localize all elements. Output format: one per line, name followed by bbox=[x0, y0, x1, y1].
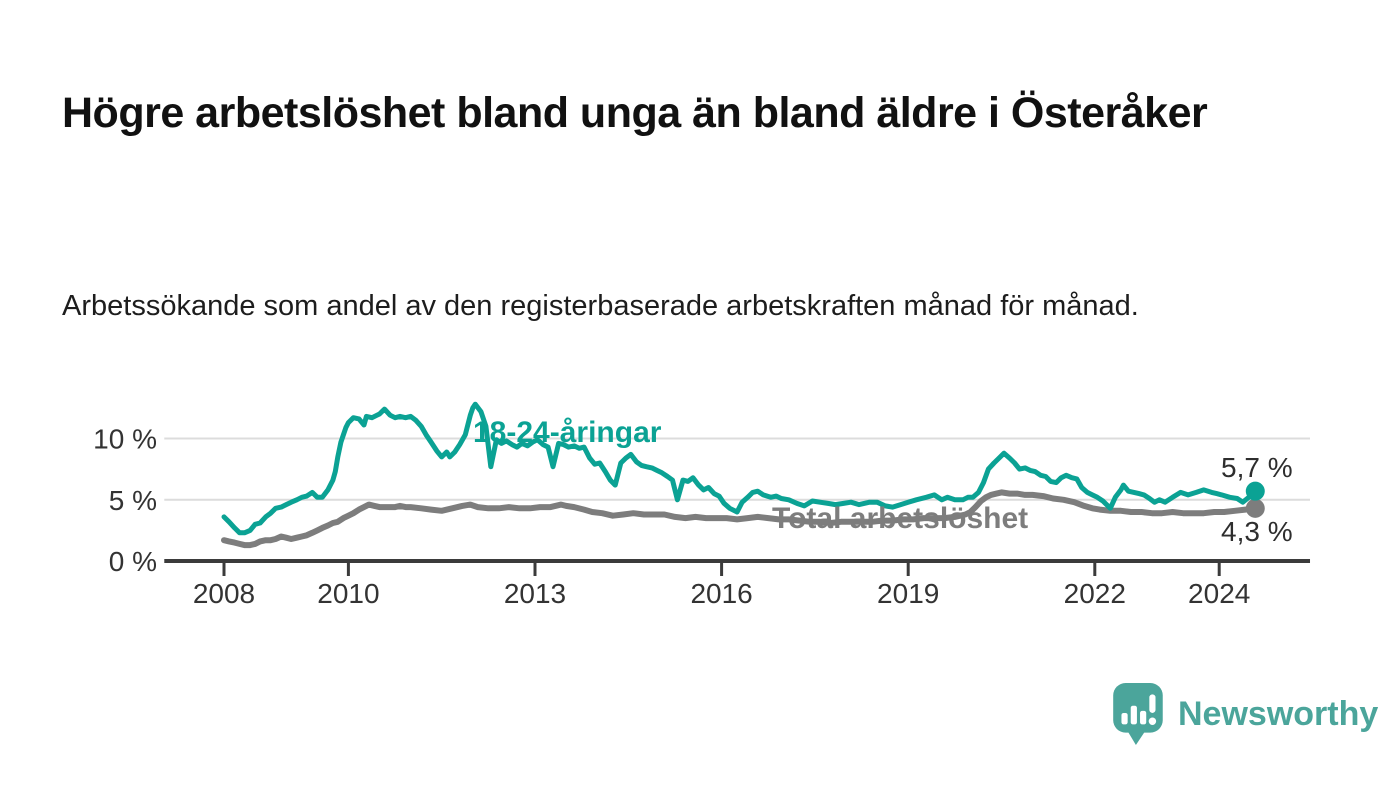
svg-text:2022: 2022 bbox=[1064, 578, 1126, 609]
svg-text:0 %: 0 % bbox=[109, 546, 157, 577]
svg-text:2013: 2013 bbox=[504, 578, 566, 609]
end-value-label-total: 4,3 % bbox=[1221, 516, 1293, 547]
svg-text:2019: 2019 bbox=[877, 578, 939, 609]
gridlines bbox=[164, 437, 1311, 501]
series-end-dots bbox=[1245, 481, 1265, 518]
x-axis-tick-labels: 2008 2010 2013 2016 2019 2022 2024 bbox=[193, 578, 1250, 609]
svg-text:2010: 2010 bbox=[317, 578, 379, 609]
svg-text:2024: 2024 bbox=[1188, 578, 1250, 609]
series-label-young: 18-24-åringar bbox=[473, 416, 662, 449]
series-label-total: Total arbetslöshet bbox=[772, 502, 1029, 535]
series-lines bbox=[221, 401, 1259, 549]
svg-text:2016: 2016 bbox=[690, 578, 752, 609]
svg-text:5 %: 5 % bbox=[109, 485, 157, 516]
end-value-label-young: 5,7 % bbox=[1221, 452, 1293, 483]
newsworthy-logo: Newsworthy bbox=[1112, 682, 1378, 746]
newsworthy-logo-icon bbox=[1113, 683, 1163, 745]
page-title: Högre arbetslöshet bland unga än bland ä… bbox=[62, 88, 1208, 137]
page-subtitle: Arbetssökande som andel av den registerb… bbox=[62, 290, 1139, 322]
y-axis-tick-labels: 0 % 5 % 10 % bbox=[93, 424, 157, 578]
svg-text:2008: 2008 bbox=[193, 578, 255, 609]
svg-text:10 %: 10 % bbox=[93, 424, 157, 455]
x-axis bbox=[164, 559, 1311, 576]
newsworthy-logo-text: Newsworthy bbox=[1178, 694, 1379, 733]
